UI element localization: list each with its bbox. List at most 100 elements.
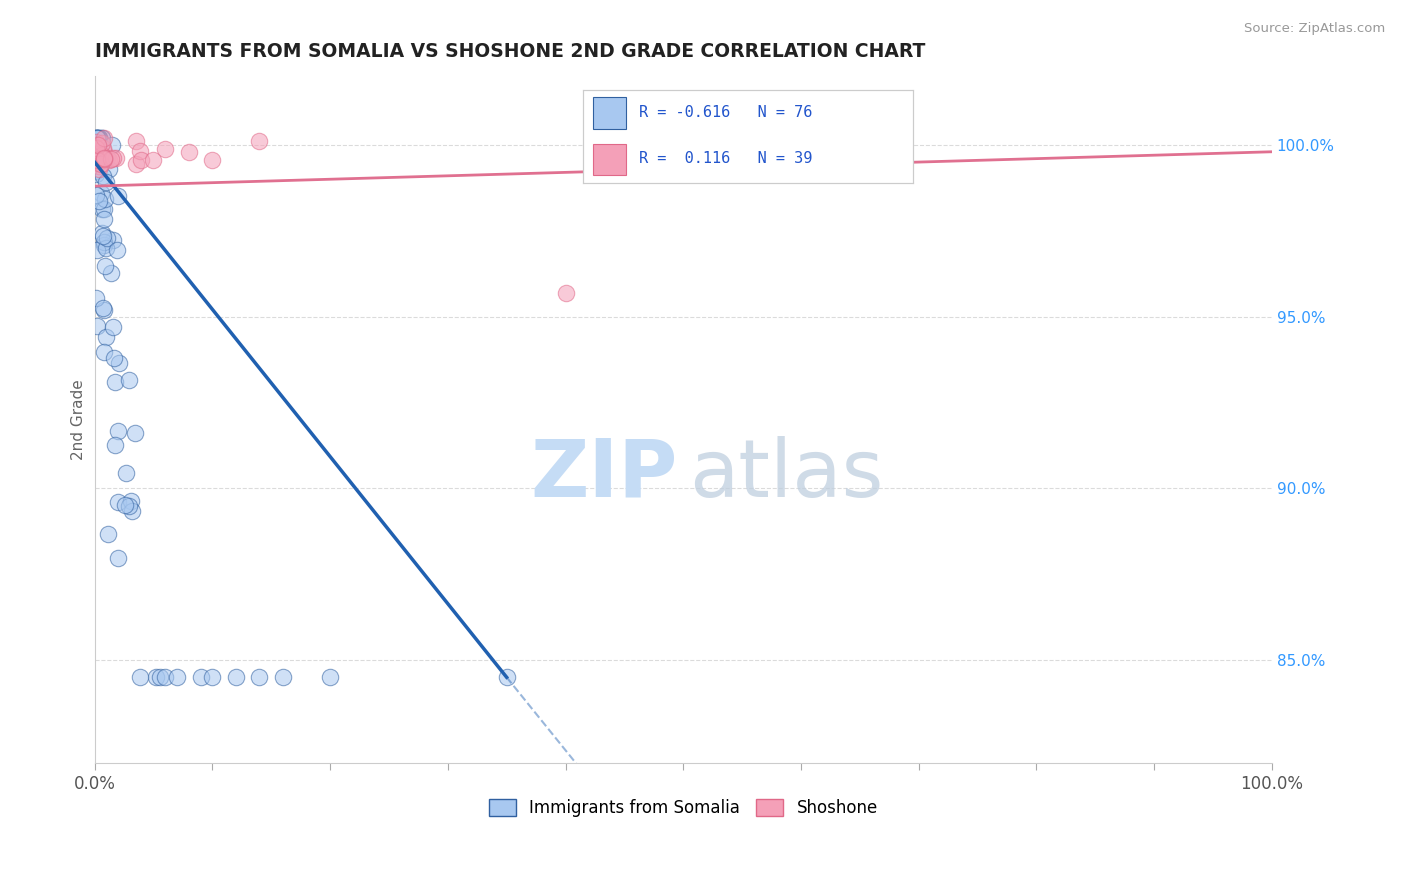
Point [84,187,107,202]
Point [107,188,129,202]
Text: Source: ZipAtlas.com: Source: ZipAtlas.com [1244,22,1385,36]
Point [118,499,141,513]
Point [93,235,115,250]
Point [84,291,107,305]
Point [554,285,576,300]
Point [93,303,115,318]
Point [84,154,107,169]
Text: IMMIGRANTS FROM SOMALIA VS SHOSHONE 2ND GRADE CORRELATION CHART: IMMIGRANTS FROM SOMALIA VS SHOSHONE 2ND … [94,42,925,61]
Point [86,318,108,333]
Point [84,141,107,155]
Point [90,131,112,145]
Point [84,150,107,164]
Point [90,147,112,161]
Point [89,135,111,149]
Point [91,136,114,151]
Point [91,169,114,183]
Point [86,152,108,166]
Point [96,231,118,245]
Point [319,670,342,684]
Point [100,153,122,167]
Point [201,153,224,167]
Point [87,161,110,176]
Point [93,153,115,167]
Point [91,131,114,145]
Point [90,156,112,170]
Point [128,670,150,684]
Point [131,153,153,168]
Y-axis label: 2nd Grade: 2nd Grade [72,379,86,460]
Point [86,153,108,168]
Point [107,356,129,370]
Point [271,670,294,684]
Point [155,142,177,156]
Point [104,438,127,452]
Point [90,186,112,201]
Point [96,151,118,165]
Point [94,151,117,165]
Point [84,140,107,154]
Point [145,670,167,684]
Point [121,503,143,517]
Point [247,670,270,684]
Legend: Immigrants from Somalia, Shoshone: Immigrants from Somalia, Shoshone [482,792,884,823]
Point [177,145,200,159]
Point [86,131,108,145]
Point [86,131,108,145]
Point [86,131,108,145]
Point [97,527,120,541]
Point [149,670,172,684]
Point [107,550,129,565]
Point [93,237,115,252]
Point [84,168,107,182]
Point [84,136,107,150]
Point [84,131,107,145]
Point [84,131,107,145]
Point [96,329,118,343]
Point [125,134,148,148]
Point [94,260,117,274]
Point [103,234,125,248]
Point [103,351,125,366]
Point [87,194,110,208]
Point [247,134,270,148]
Point [107,244,129,258]
Point [87,159,110,173]
Point [87,148,110,162]
Point [84,155,107,169]
Point [94,175,117,189]
Point [104,151,127,165]
Point [93,301,115,315]
Point [89,131,111,145]
Point [84,132,107,146]
Point [94,192,117,206]
Point [93,151,115,165]
Point [87,131,110,145]
Point [87,131,110,145]
Point [86,150,108,164]
Point [128,144,150,158]
Point [93,211,115,226]
Point [155,670,177,684]
Point [813,148,835,162]
Point [86,244,108,258]
Point [100,266,122,280]
Point [124,425,146,440]
Point [91,141,114,155]
Point [225,670,247,684]
Point [98,153,121,167]
Point [120,493,142,508]
Point [190,670,212,684]
Point [104,375,127,389]
Point [201,670,224,684]
Point [117,373,139,387]
Point [107,424,129,438]
Point [93,145,115,160]
Point [107,495,129,509]
Point [89,151,111,165]
Point [86,146,108,161]
Point [84,131,107,145]
Point [84,163,107,178]
Point [91,227,114,241]
Point [125,156,148,170]
